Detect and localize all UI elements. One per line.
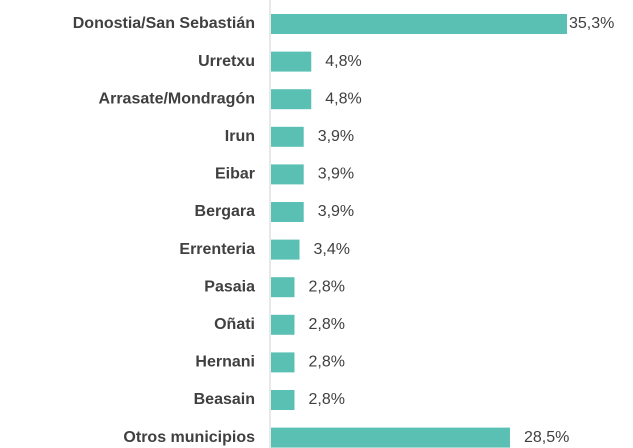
bar — [271, 164, 304, 185]
value-label: 35,3% — [569, 15, 614, 32]
category-label: Urretxu — [198, 53, 255, 70]
value-label: 28,5% — [524, 429, 569, 446]
bar — [271, 14, 567, 34]
category-label: Pasaia — [204, 278, 255, 295]
value-label: 4,8% — [325, 90, 361, 107]
category-label: Errenteria — [179, 241, 255, 258]
bar — [271, 352, 295, 373]
bar — [271, 51, 312, 72]
value-label: 3,4% — [314, 241, 350, 258]
bar — [271, 202, 304, 222]
value-label: 3,9% — [318, 166, 354, 183]
bar — [271, 126, 304, 147]
category-label: Beasain — [194, 391, 255, 408]
category-label: Oñati — [214, 316, 255, 333]
value-label: 4,8% — [325, 53, 361, 70]
bar — [271, 390, 295, 410]
value-label: 2,8% — [308, 354, 344, 371]
bar — [271, 427, 510, 448]
category-label: Eibar — [215, 166, 255, 183]
category-label: Arrasate/Mondragón — [99, 90, 255, 107]
bar — [271, 314, 295, 335]
value-label: 2,8% — [308, 391, 344, 408]
category-label: Bergara — [195, 203, 256, 220]
value-label: 2,8% — [308, 316, 344, 333]
bar — [271, 277, 295, 298]
value-label: 2,8% — [308, 278, 344, 295]
value-label: 3,9% — [318, 203, 354, 220]
value-label: 3,9% — [318, 128, 354, 145]
category-label: Donostia/San Sebastián — [73, 15, 255, 32]
category-label: Hernani — [195, 354, 255, 371]
category-label: Otros municipios — [123, 429, 255, 446]
bar — [271, 89, 312, 110]
category-label: Irun — [225, 128, 255, 145]
bar — [271, 239, 300, 260]
